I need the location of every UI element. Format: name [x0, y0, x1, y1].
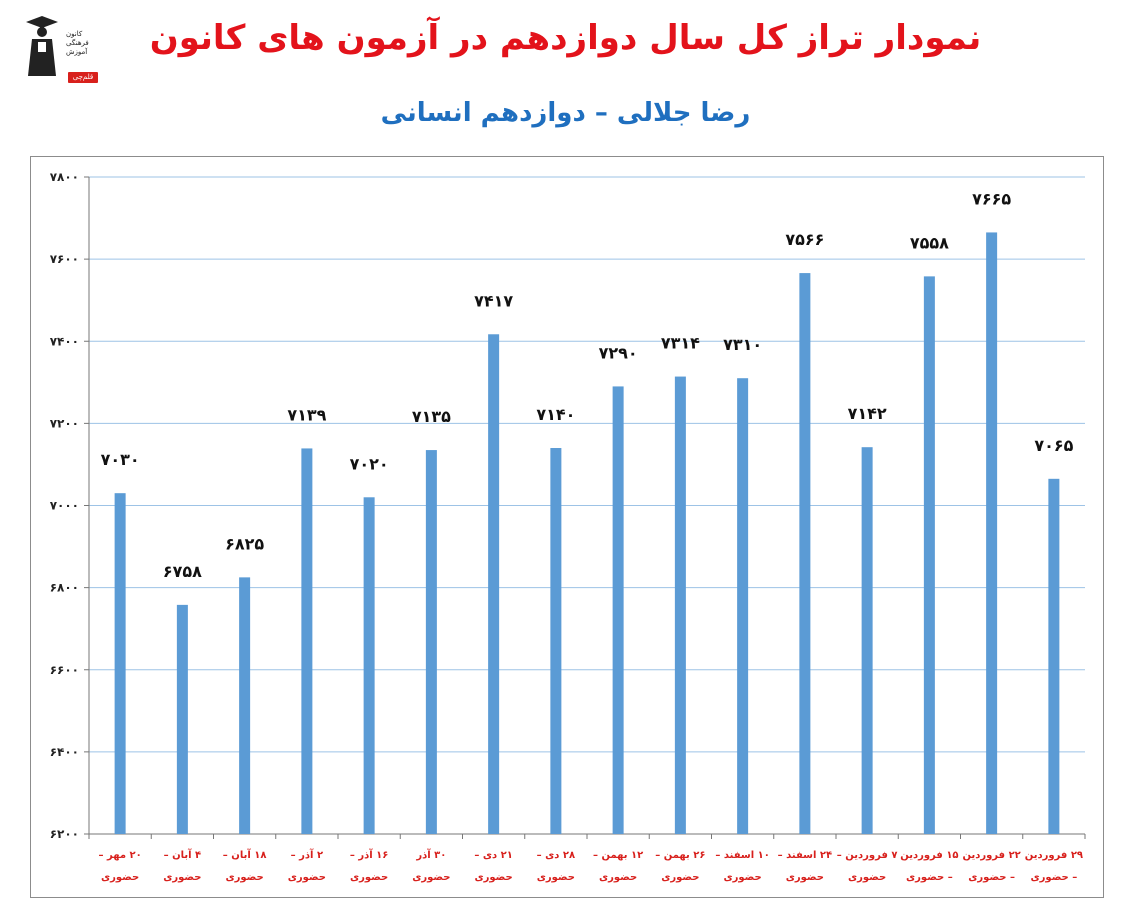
- data-label: ۷۳۱۰: [723, 335, 762, 354]
- category-label: ۱۰ اسفند –: [715, 850, 770, 861]
- logo-line: فرهنگی: [66, 39, 89, 47]
- category-label: – حضوری: [968, 872, 1015, 883]
- category-label: ۲ آذر –: [291, 848, 323, 861]
- logo-line: آموزش: [66, 48, 88, 56]
- logo-text: کانون فرهنگی آموزش: [66, 30, 106, 57]
- category-label: ۱۵ فروردین: [900, 850, 958, 861]
- category-label: ۲۹ فروردین: [1025, 850, 1083, 861]
- category-label: حضوری: [163, 872, 201, 883]
- category-label: حضوری: [225, 872, 263, 883]
- y-tick-label: ۷۴۰۰: [50, 334, 79, 348]
- category-label: حضوری: [288, 872, 326, 883]
- bar: [301, 448, 313, 834]
- bar: [737, 378, 749, 834]
- bar: [550, 448, 562, 834]
- y-tick-label: ۷۲۰۰: [50, 416, 79, 430]
- y-tick-label: ۶۶۰۰: [50, 663, 79, 677]
- data-label: ۷۲۹۰: [599, 343, 638, 362]
- category-label: ۷ فروردین –: [837, 850, 898, 861]
- category-label: ۲۴ اسفند –: [778, 850, 833, 861]
- chart-area: ۶۲۰۰ ۶۴۰۰ ۶۶۰۰ ۶۸۰۰ ۷۰۰۰ ۷۲۰۰ ۷۴۰۰ ۷۶۰۰ ۷۸۰۰ ۷۰۳…: [30, 156, 1104, 898]
- gridlines: [89, 176, 1085, 753]
- chart-title: نمودار تراز کل سال دوازدهم در آزمون های …: [149, 18, 982, 58]
- x-axis: ۲۰ مهر – حضوری ۴ آبان – حضوری ۱۸ آبان – حضوری…: [88, 834, 1086, 883]
- data-label: ۷۰۳۰: [101, 450, 140, 469]
- data-label: ۷۱۴۰: [536, 405, 575, 424]
- data-label: ۷۱۳۹: [287, 405, 326, 424]
- data-labels: ۷۰۳۰ ۶۷۵۸ ۶۸۲۵ ۷۱۳۹ ۷۰۲۰ ۷۱۳۵ ۷۴۱۷ ۷۱۴۰ ۷۲۹۰ ۷۳۱۴…: [101, 189, 1074, 580]
- category-label: ۱۸ آبان –: [223, 848, 267, 861]
- bar: [488, 334, 500, 834]
- bar: [674, 376, 686, 834]
- category-label: حضوری: [599, 872, 637, 883]
- category-label: حضوری: [661, 872, 699, 883]
- logo-badge: قلم‌چی: [68, 72, 98, 83]
- data-label: ۷۱۳۵: [412, 407, 451, 426]
- category-label: حضوری: [474, 872, 512, 883]
- data-label: ۷۰۶۵: [1034, 436, 1073, 455]
- data-label: ۶۷۵۸: [163, 562, 202, 581]
- category-label: ۲۰ مهر –: [99, 850, 142, 861]
- kanoon-logo: کانون فرهنگی آموزش قلم‌چی: [22, 12, 98, 84]
- bar: [425, 450, 437, 834]
- bars: [114, 232, 1060, 835]
- data-label: ۷۳۱۴: [661, 334, 700, 353]
- category-label: حضوری: [786, 872, 824, 883]
- category-label: ۴ آبان –: [164, 848, 202, 861]
- bar: [986, 232, 998, 834]
- y-tick-label: ۶۴۰۰: [50, 745, 79, 759]
- category-label: ۳۰ آذر: [415, 848, 446, 861]
- logo-line: کانون: [66, 30, 83, 38]
- data-label: ۶۸۲۵: [225, 534, 264, 553]
- data-label: ۷۵۶۶: [785, 230, 824, 249]
- data-label: ۷۴۱۷: [474, 291, 513, 310]
- bar: [923, 276, 935, 835]
- y-tick-label: ۷۶۰۰: [50, 252, 79, 266]
- category-label: ۱۲ بهمن –: [593, 850, 643, 861]
- y-tick-label: ۶۲۰۰: [50, 827, 79, 841]
- category-label: – حضوری: [1031, 872, 1078, 883]
- bar-chart: ۶۲۰۰ ۶۴۰۰ ۶۶۰۰ ۶۸۰۰ ۷۰۰۰ ۷۲۰۰ ۷۴۰۰ ۷۶۰۰ ۷۸۰۰ ۷۰۳…: [50, 170, 1086, 883]
- data-label: ۷۶۶۵: [972, 189, 1011, 208]
- category-label: – حضوری: [906, 872, 953, 883]
- category-label: ۲۶ بهمن –: [655, 850, 705, 861]
- category-label: حضوری: [350, 872, 388, 883]
- bar: [1048, 478, 1060, 834]
- y-tick-label: ۷۸۰۰: [50, 170, 79, 184]
- category-label: حضوری: [101, 872, 139, 883]
- bar: [176, 604, 188, 834]
- chart-subtitle: رضا جلالی – دوازدهم انسانی: [380, 98, 751, 128]
- category-label: ۲۸ دی –: [537, 850, 575, 861]
- category-label: حضوری: [848, 872, 886, 883]
- category-label: حضوری: [537, 872, 575, 883]
- y-tick-label: ۷۰۰۰: [50, 499, 79, 513]
- bar: [799, 273, 811, 834]
- bar: [363, 497, 375, 834]
- category-label: حضوری: [412, 872, 450, 883]
- graduate-logo-icon: [26, 16, 58, 76]
- bar: [612, 386, 624, 834]
- y-tick-label: ۶۸۰۰: [50, 581, 79, 595]
- data-label: ۷۱۴۲: [848, 404, 887, 423]
- data-label: ۷۰۲۰: [350, 454, 389, 473]
- category-label: ۲۱ دی –: [474, 850, 512, 861]
- bar: [239, 577, 251, 834]
- data-label: ۷۵۵۸: [910, 233, 949, 252]
- category-label: حضوری: [723, 872, 761, 883]
- bar: [114, 493, 126, 834]
- category-label: ۲۲ فروردین: [962, 850, 1020, 861]
- category-label: ۱۶ آذر –: [350, 848, 389, 861]
- bar: [861, 447, 873, 834]
